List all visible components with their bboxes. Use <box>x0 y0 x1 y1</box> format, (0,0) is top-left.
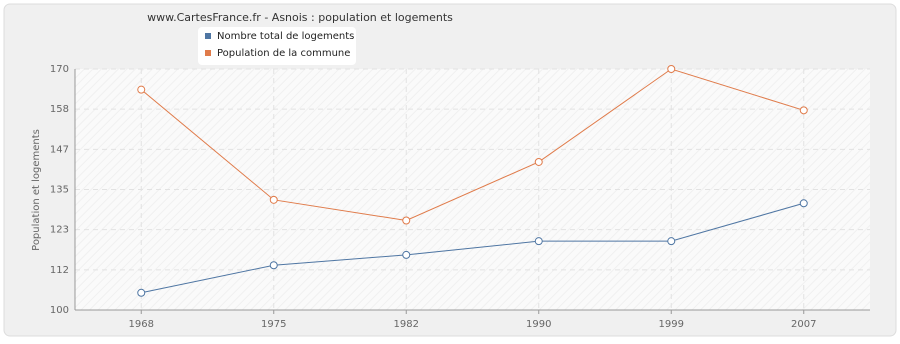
x-tick-label: 1999 <box>659 319 684 330</box>
data-point <box>534 157 543 166</box>
data-point <box>269 261 278 270</box>
legend-label: Population de la commune <box>217 48 350 59</box>
y-tick-label: 170 <box>50 64 69 75</box>
x-tick-label: 1975 <box>261 319 286 330</box>
x-tick-label: 2007 <box>791 319 816 330</box>
legend-label: Nombre total de logements <box>217 31 354 42</box>
data-point <box>667 65 676 73</box>
y-axis-label: Population et logements <box>31 129 42 251</box>
y-tick-label: 100 <box>50 305 69 316</box>
legend-swatch <box>205 33 211 39</box>
series-line <box>140 68 804 222</box>
y-tick-label: 158 <box>50 104 69 115</box>
x-tick-label: 1968 <box>129 319 154 330</box>
data-point <box>799 199 808 208</box>
data-point <box>269 195 278 204</box>
chart-title: www.CartesFrance.fr - Asnois : populatio… <box>147 11 453 24</box>
legend <box>198 27 356 65</box>
x-tick-label: 1982 <box>394 319 419 330</box>
data-point <box>402 216 411 225</box>
data-point <box>799 106 808 115</box>
series-line <box>141 202 804 294</box>
data-point <box>534 237 543 246</box>
y-tick-label: 135 <box>50 185 69 196</box>
legend-swatch <box>205 50 211 56</box>
y-tick-label: 112 <box>50 265 69 276</box>
data-point <box>402 250 411 259</box>
x-tick-label: 1990 <box>526 319 551 330</box>
data-point <box>667 237 676 246</box>
data-point <box>137 85 146 94</box>
data-point <box>137 288 146 297</box>
y-tick-label: 147 <box>50 144 69 155</box>
y-tick-label: 123 <box>50 225 69 236</box>
